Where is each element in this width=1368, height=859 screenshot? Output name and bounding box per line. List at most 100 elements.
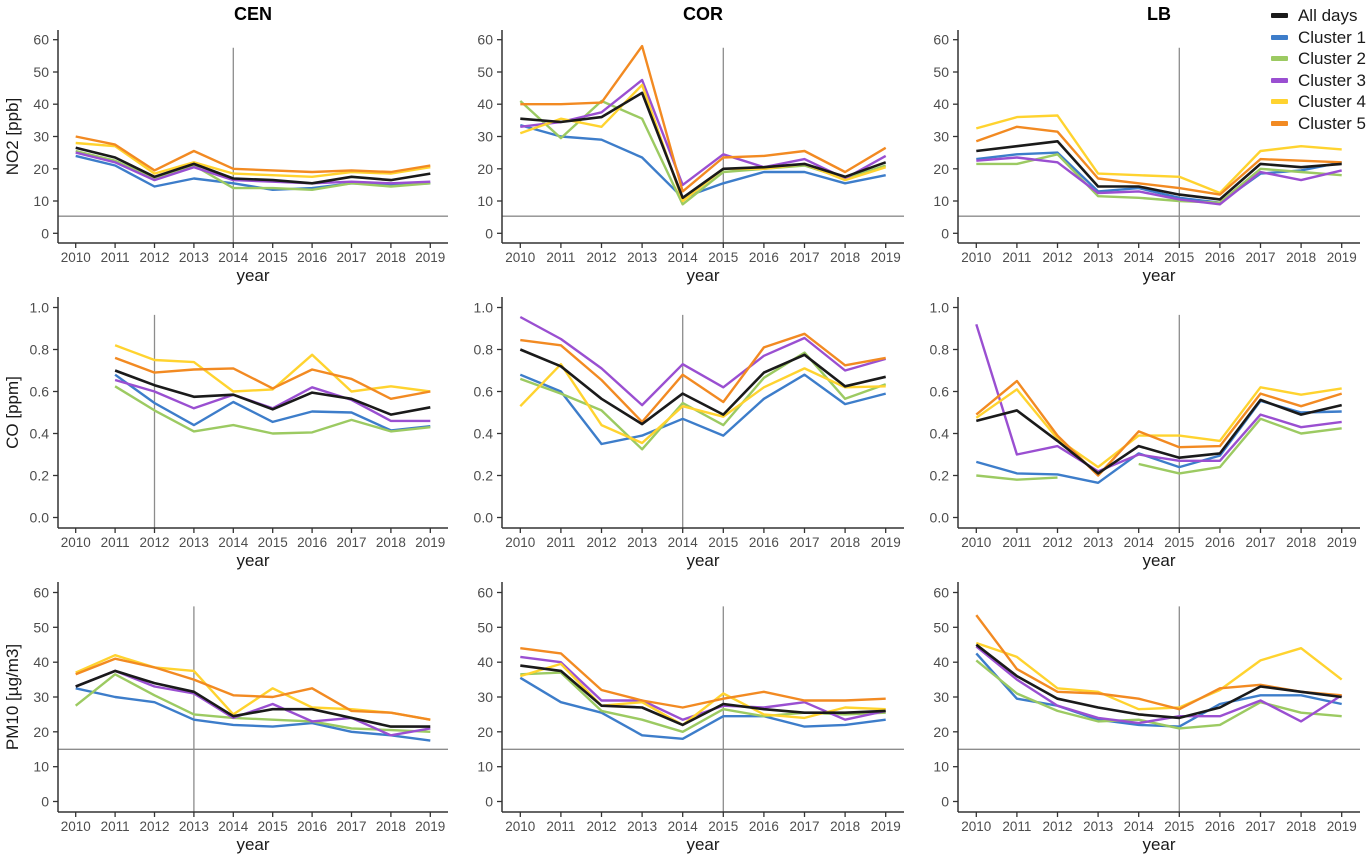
legend-label-cluster-5: Cluster 5 xyxy=(1297,113,1366,133)
svg-text:0.4: 0.4 xyxy=(474,426,494,442)
series-line-cluster1 xyxy=(976,151,1342,204)
chart-lb-co: 0.0 0.2 0.4 0.6 0.8 1.0 2010 2011 2012 2013 2014 20… xyxy=(912,285,1368,570)
series-line-cluster4 xyxy=(114,344,431,393)
series-line-cluster3 xyxy=(75,151,431,185)
svg-text:0.2: 0.2 xyxy=(30,468,50,484)
svg-text:40: 40 xyxy=(933,654,949,670)
series-line-all-days xyxy=(75,146,431,185)
svg-text:2019: 2019 xyxy=(415,250,445,265)
svg-text:2016: 2016 xyxy=(297,535,327,550)
series-line-cluster1 xyxy=(114,373,431,432)
svg-text:2017: 2017 xyxy=(1245,535,1275,550)
chart-svg-lb-pm10: 0 10 20 30 40 50 60 2010 2011 2012 2013 2014 2015 201… xyxy=(933,582,1360,854)
svg-text:0.6: 0.6 xyxy=(30,384,50,400)
series-line-cluster4 xyxy=(975,114,1342,195)
series-line-cluster4 xyxy=(975,386,1342,469)
series-line-cluster2 xyxy=(75,149,431,191)
svg-text:0: 0 xyxy=(941,225,949,241)
svg-text:2015: 2015 xyxy=(258,535,288,550)
svg-text:2018: 2018 xyxy=(376,250,406,265)
svg-text:0: 0 xyxy=(41,225,49,241)
svg-text:2010: 2010 xyxy=(961,250,991,265)
svg-text:60: 60 xyxy=(933,32,949,48)
svg-text:2012: 2012 xyxy=(139,535,169,550)
svg-text:2018: 2018 xyxy=(830,819,860,834)
series-line-cluster5 xyxy=(75,657,431,721)
legend-item-cluster-4: Cluster 4 xyxy=(1270,92,1366,112)
svg-text:2016: 2016 xyxy=(1205,535,1235,550)
legend-label-cluster-2: Cluster 2 xyxy=(1297,49,1366,69)
svg-text:2010: 2010 xyxy=(505,250,535,265)
svg-text:2018: 2018 xyxy=(1286,250,1316,265)
svg-text:40: 40 xyxy=(33,96,49,112)
svg-text:0: 0 xyxy=(485,225,493,241)
svg-text:2015: 2015 xyxy=(1164,819,1194,834)
svg-text:2011: 2011 xyxy=(1002,819,1031,834)
svg-text:0.8: 0.8 xyxy=(30,342,50,358)
svg-text:2010: 2010 xyxy=(61,819,91,834)
svg-text:2014: 2014 xyxy=(1124,250,1155,265)
svg-text:2013: 2013 xyxy=(1083,819,1113,834)
svg-text:10: 10 xyxy=(477,193,493,209)
chart-svg-lb-no2: 0 10 20 30 40 50 60 2010 2011 2012 2013 2014 2015 201… xyxy=(933,4,1360,285)
chart-svg-cen-co: 0.0 0.2 0.4 0.6 0.8 1.0 2010 2011 2012 2013 2014 20… xyxy=(3,297,448,570)
series-line-cluster4 xyxy=(75,141,431,178)
svg-text:2012: 2012 xyxy=(139,819,169,834)
legend-swatch-all-days xyxy=(1270,13,1288,19)
svg-text:60: 60 xyxy=(33,584,49,600)
series-line-cluster3 xyxy=(976,156,1342,206)
legend-item-cluster-1: Cluster 1 xyxy=(1270,28,1366,48)
svg-text:2010: 2010 xyxy=(961,819,991,834)
svg-text:2017: 2017 xyxy=(336,819,366,834)
series-line-cluster2 xyxy=(975,659,1342,730)
svg-text:0.2: 0.2 xyxy=(474,468,494,484)
svg-text:2010: 2010 xyxy=(505,819,535,834)
svg-text:year: year xyxy=(686,551,719,570)
series-line-cluster5 xyxy=(75,135,431,174)
chart-svg-cor-no2: 0 10 20 30 40 50 60 2010 2011 2012 2013 2014 2015 201… xyxy=(477,4,904,285)
svg-text:2011: 2011 xyxy=(101,250,130,265)
svg-text:year: year xyxy=(686,266,719,285)
svg-text:2019: 2019 xyxy=(415,819,445,834)
svg-text:2019: 2019 xyxy=(1327,250,1357,265)
svg-text:2015: 2015 xyxy=(258,819,288,834)
legend-swatch-cluster-3 xyxy=(1270,77,1288,83)
svg-text:2017: 2017 xyxy=(336,535,366,550)
chart-svg-cor-co: 0.0 0.2 0.4 0.6 0.8 1.0 2010 2011 2012 2013 2014 20… xyxy=(474,297,904,570)
svg-text:30: 30 xyxy=(33,129,49,145)
svg-text:20: 20 xyxy=(33,724,49,740)
chart-cor-pm10: 0 10 20 30 40 50 60 2010 2011 2012 2013 2014 2015 201… xyxy=(456,570,912,854)
svg-text:2010: 2010 xyxy=(961,535,991,550)
svg-text:20: 20 xyxy=(933,161,949,177)
series-line-cluster3 xyxy=(520,78,887,187)
series-line-cluster2 xyxy=(976,417,1342,481)
series-line-cluster5 xyxy=(520,44,887,193)
series-line-all-days xyxy=(114,369,431,416)
legend-label-cluster-4: Cluster 4 xyxy=(1297,92,1366,112)
svg-text:COR: COR xyxy=(683,4,723,24)
svg-text:60: 60 xyxy=(33,32,49,48)
svg-text:year: year xyxy=(1142,266,1175,285)
svg-text:2014: 2014 xyxy=(218,535,249,550)
svg-text:2019: 2019 xyxy=(871,535,901,550)
svg-text:30: 30 xyxy=(477,129,493,145)
svg-text:2019: 2019 xyxy=(871,819,901,834)
svg-text:2011: 2011 xyxy=(1002,250,1031,265)
svg-text:2011: 2011 xyxy=(546,819,575,834)
svg-text:2014: 2014 xyxy=(1124,819,1155,834)
svg-text:10: 10 xyxy=(933,759,949,775)
svg-text:year: year xyxy=(236,835,269,854)
svg-text:2010: 2010 xyxy=(61,250,91,265)
svg-text:2013: 2013 xyxy=(627,819,657,834)
svg-text:2012: 2012 xyxy=(586,535,616,550)
series-line-cluster1 xyxy=(519,373,887,446)
svg-text:2018: 2018 xyxy=(1286,535,1316,550)
svg-text:2011: 2011 xyxy=(101,819,130,834)
svg-text:2012: 2012 xyxy=(586,250,616,265)
series-line-all-days xyxy=(520,664,886,727)
svg-text:2014: 2014 xyxy=(668,535,699,550)
svg-text:10: 10 xyxy=(477,759,493,775)
svg-text:2017: 2017 xyxy=(789,819,819,834)
svg-text:10: 10 xyxy=(933,193,949,209)
svg-text:0.6: 0.6 xyxy=(474,384,494,400)
